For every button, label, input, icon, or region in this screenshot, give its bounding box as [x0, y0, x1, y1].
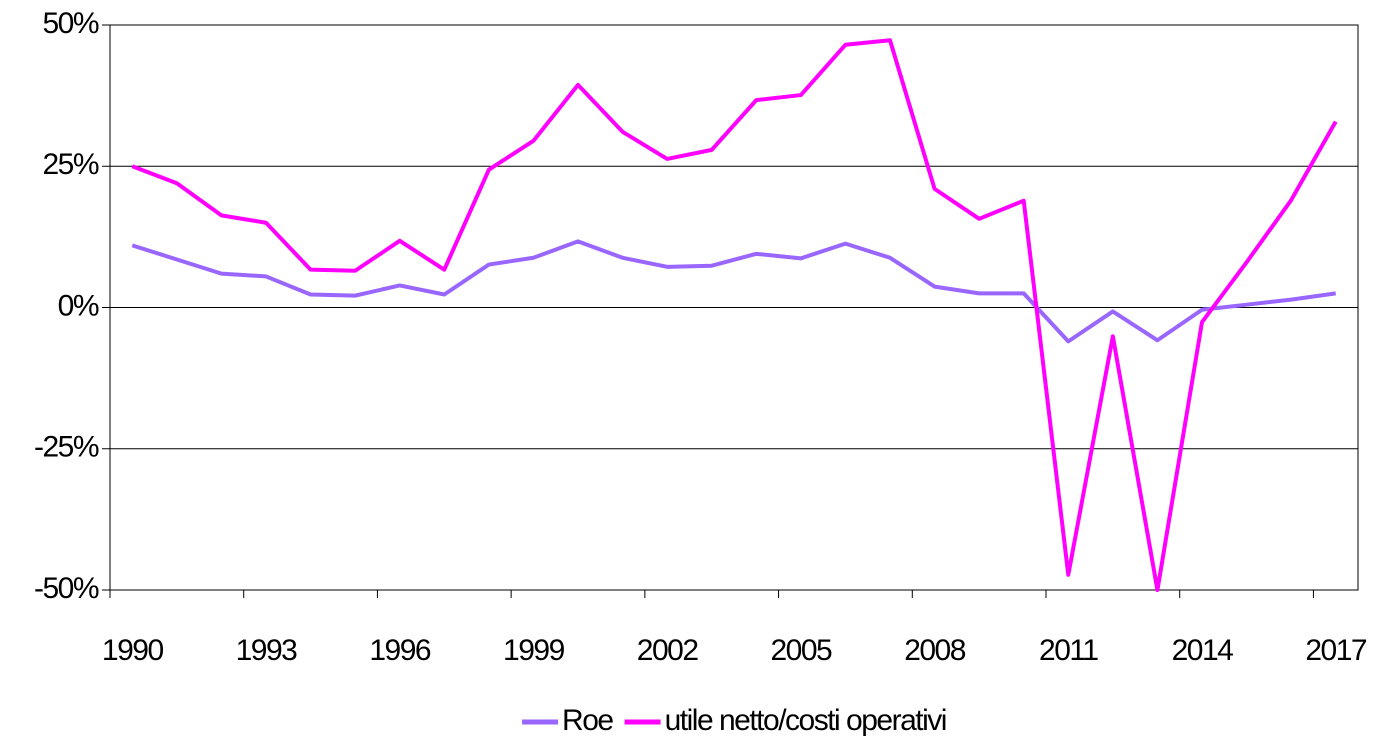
legend-label: Roe	[562, 704, 613, 737]
x-tick-label: 2011	[1039, 634, 1098, 667]
x-tick-label: 2005	[770, 634, 832, 667]
x-tick-label: 2017	[1305, 634, 1367, 667]
x-tick-label: 2002	[637, 634, 699, 667]
y-tick-label: 50%	[42, 7, 98, 40]
plot-border	[109, 24, 1359, 591]
y-tick-label: 25%	[42, 148, 98, 181]
legend-label: utile netto/costi operativi	[665, 704, 946, 737]
x-tick-label: 2014	[1172, 634, 1234, 667]
x-tick-label: 1996	[369, 634, 431, 667]
x-tick-label: 1993	[236, 634, 298, 667]
legend: Roe utile netto/costi operativi	[522, 704, 947, 737]
y-tick-label: -50%	[34, 572, 99, 605]
x-tick-label: 1990	[102, 634, 164, 667]
y-tick-label: 0%	[58, 289, 99, 322]
series-line	[131, 38, 1338, 592]
x-tick-label: 1999	[503, 634, 565, 667]
series-line	[131, 239, 1336, 344]
y-tick-label: -25%	[34, 431, 99, 464]
x-tick-label: 2008	[904, 634, 966, 667]
